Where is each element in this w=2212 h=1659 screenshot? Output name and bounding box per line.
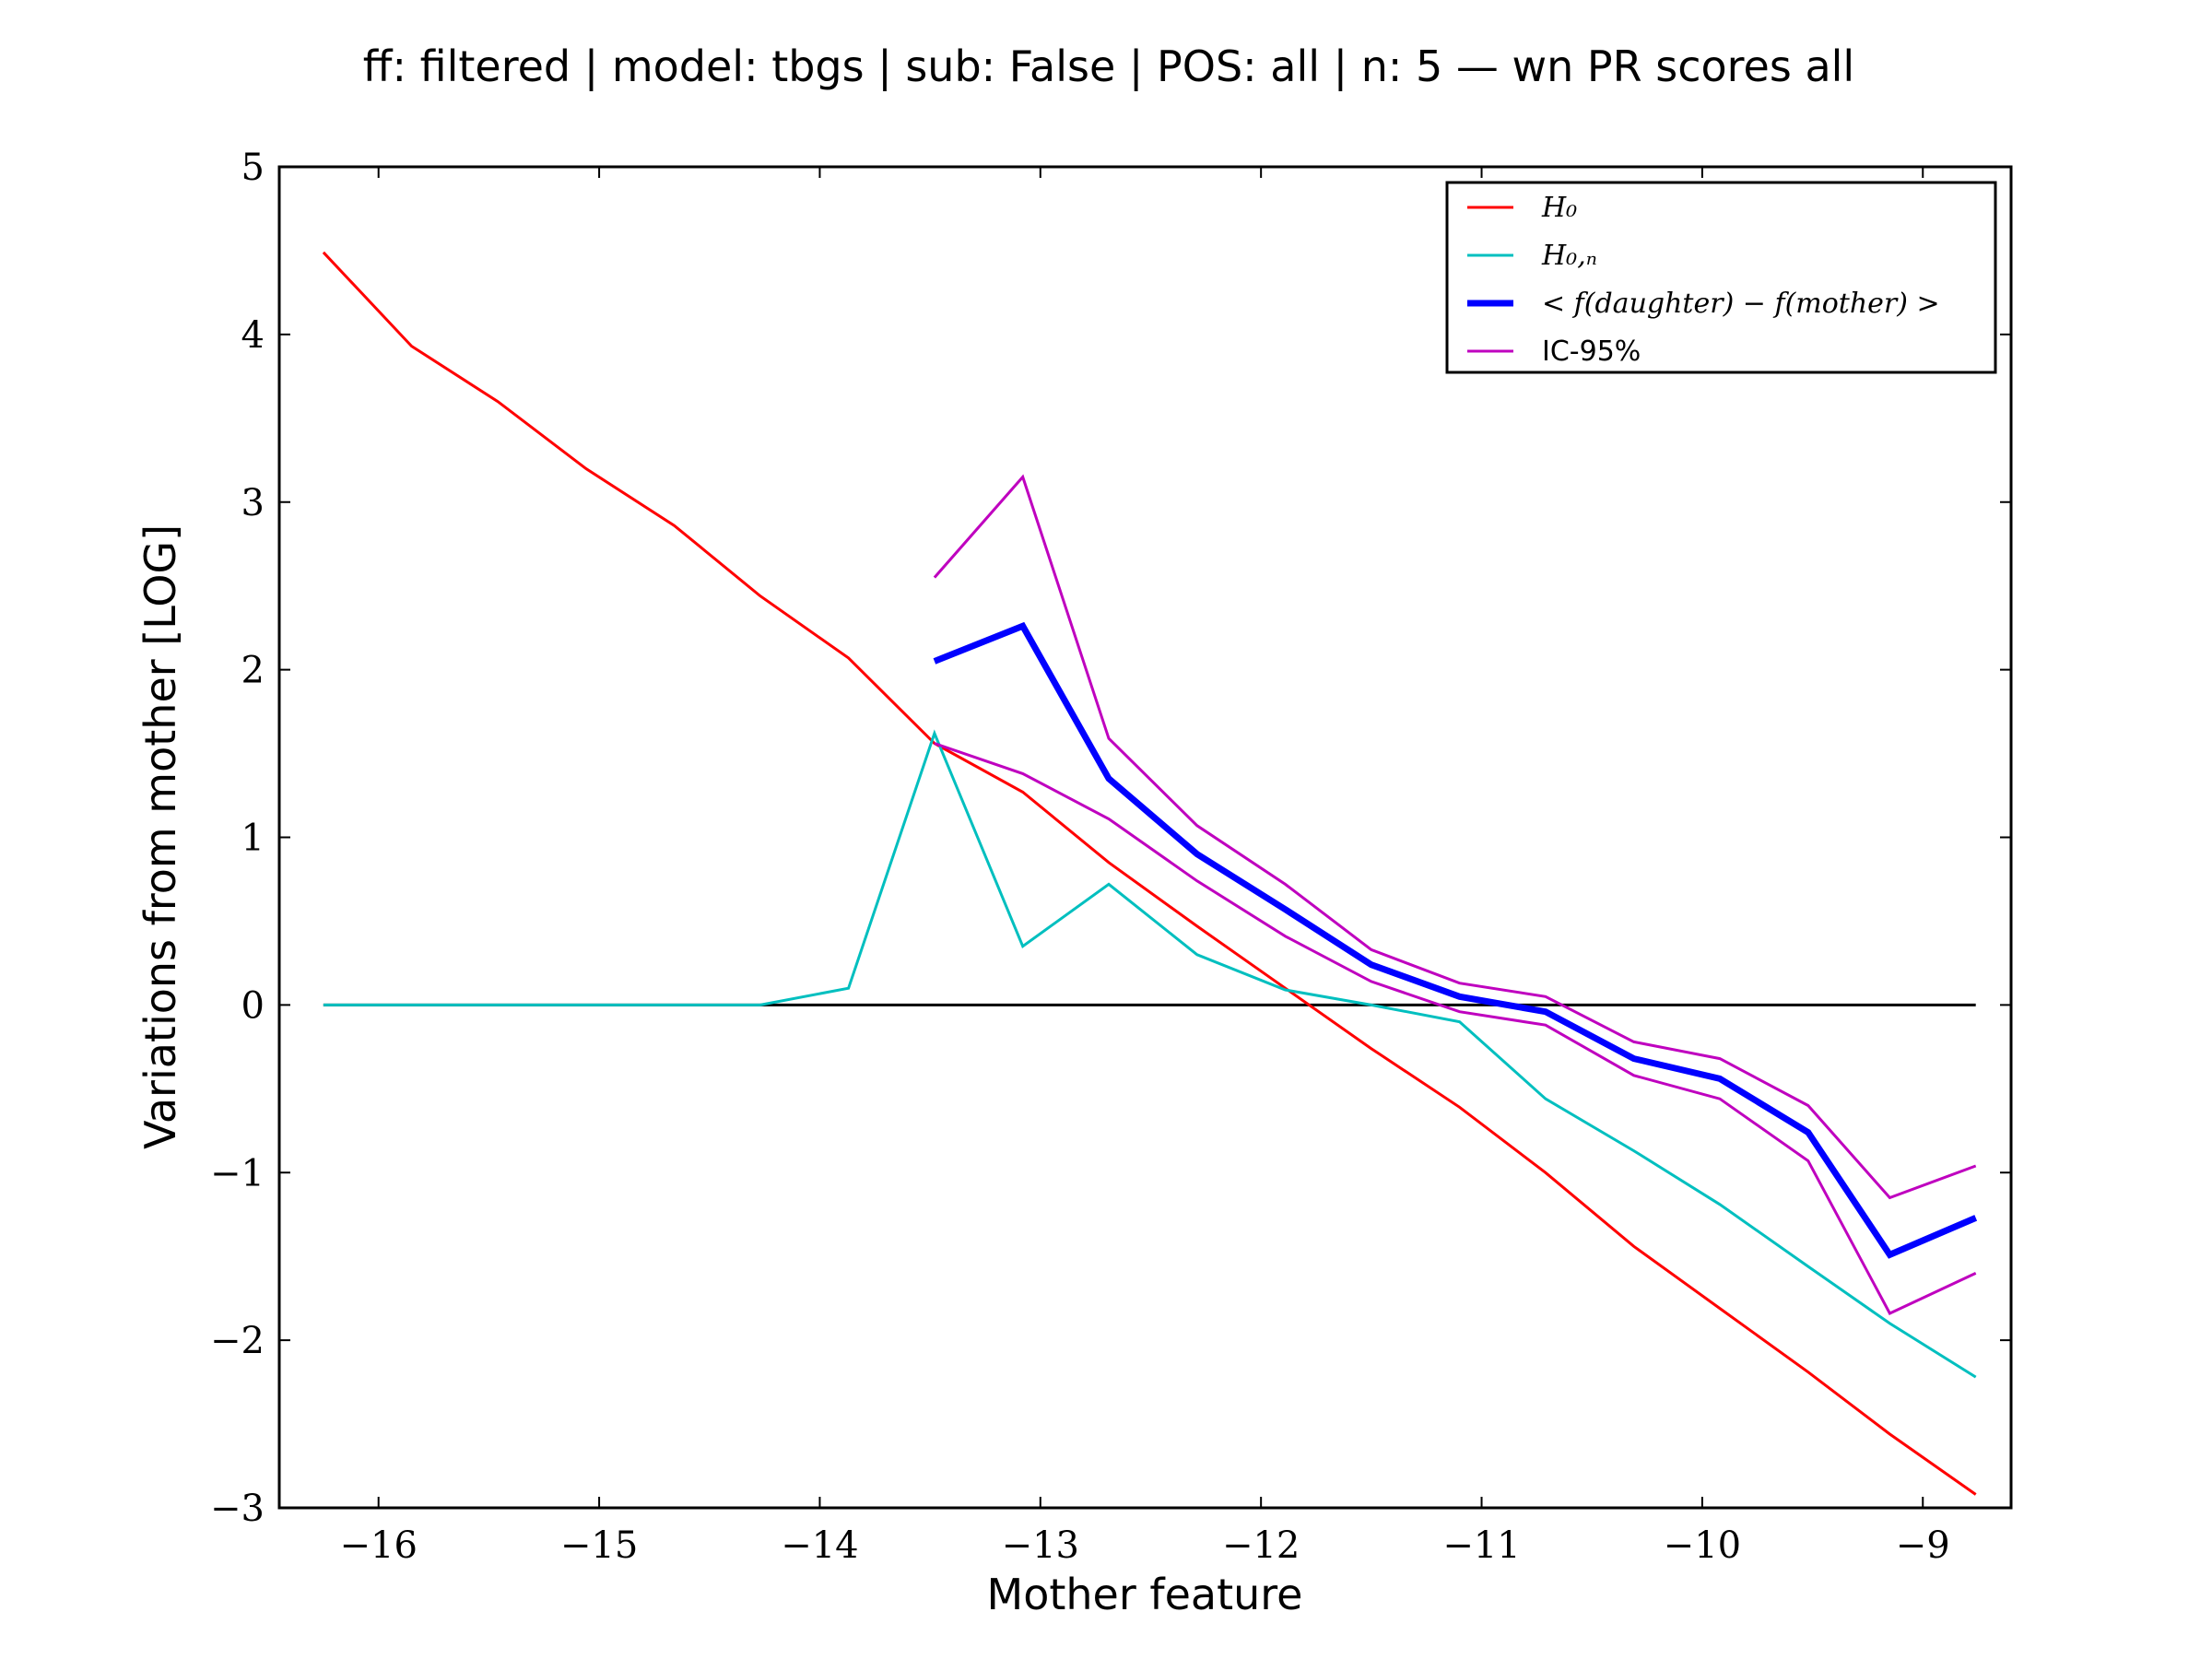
x-tick-label: −13: [1002, 1524, 1079, 1567]
x-axis-label: Mother feature: [987, 1570, 1303, 1619]
y-tick-label: 3: [241, 482, 265, 524]
y-tick-label: −3: [210, 1488, 265, 1530]
legend-box: [1445, 181, 1997, 374]
x-tick-label: −12: [1222, 1524, 1300, 1567]
x-tick-label: −14: [781, 1524, 858, 1567]
x-tick-label: −9: [1896, 1524, 1950, 1567]
x-tick-label: −16: [340, 1524, 418, 1567]
legend-label: H₀: [1541, 192, 1577, 224]
series-line-4: [934, 742, 1977, 1315]
series-line-0: [322, 251, 1977, 1496]
series-line-1: [323, 729, 1977, 1379]
plot-area: [279, 167, 2011, 1508]
x-tick-label: −11: [1442, 1524, 1520, 1567]
x-tick-label: −15: [560, 1524, 638, 1567]
y-tick-label: 0: [241, 984, 265, 1027]
y-tick-label: −1: [210, 1152, 265, 1194]
legend: H₀ H₀,ₙ < f(daughter) − f(mother) > IC-95%: [1445, 181, 1997, 374]
chart-title: ff: filtered | model: tbgs | sub: False …: [363, 41, 1854, 92]
x-tick-label: −10: [1664, 1524, 1741, 1567]
y-tick-label: 2: [241, 650, 265, 692]
y-axis-label: Variations from mother [LOG]: [135, 524, 185, 1149]
series-layer: [322, 251, 1978, 1496]
y-tick-label: 4: [241, 314, 265, 357]
legend-label: H₀,ₙ: [1541, 240, 1597, 272]
y-tick-label: 5: [241, 147, 265, 189]
legend-label: < f(daughter) − f(mother) >: [1542, 288, 1940, 320]
series-line-2: [933, 621, 1978, 1259]
series-line-3: [933, 474, 1977, 1200]
y-tick-label: −2: [210, 1320, 265, 1362]
y-tick-label: 1: [241, 818, 265, 860]
legend-label: IC-95%: [1542, 335, 1641, 368]
legend-items: H₀ H₀,ₙ < f(daughter) − f(mother) > IC-95%: [1467, 192, 1940, 368]
plot-frame: [277, 165, 2013, 1510]
